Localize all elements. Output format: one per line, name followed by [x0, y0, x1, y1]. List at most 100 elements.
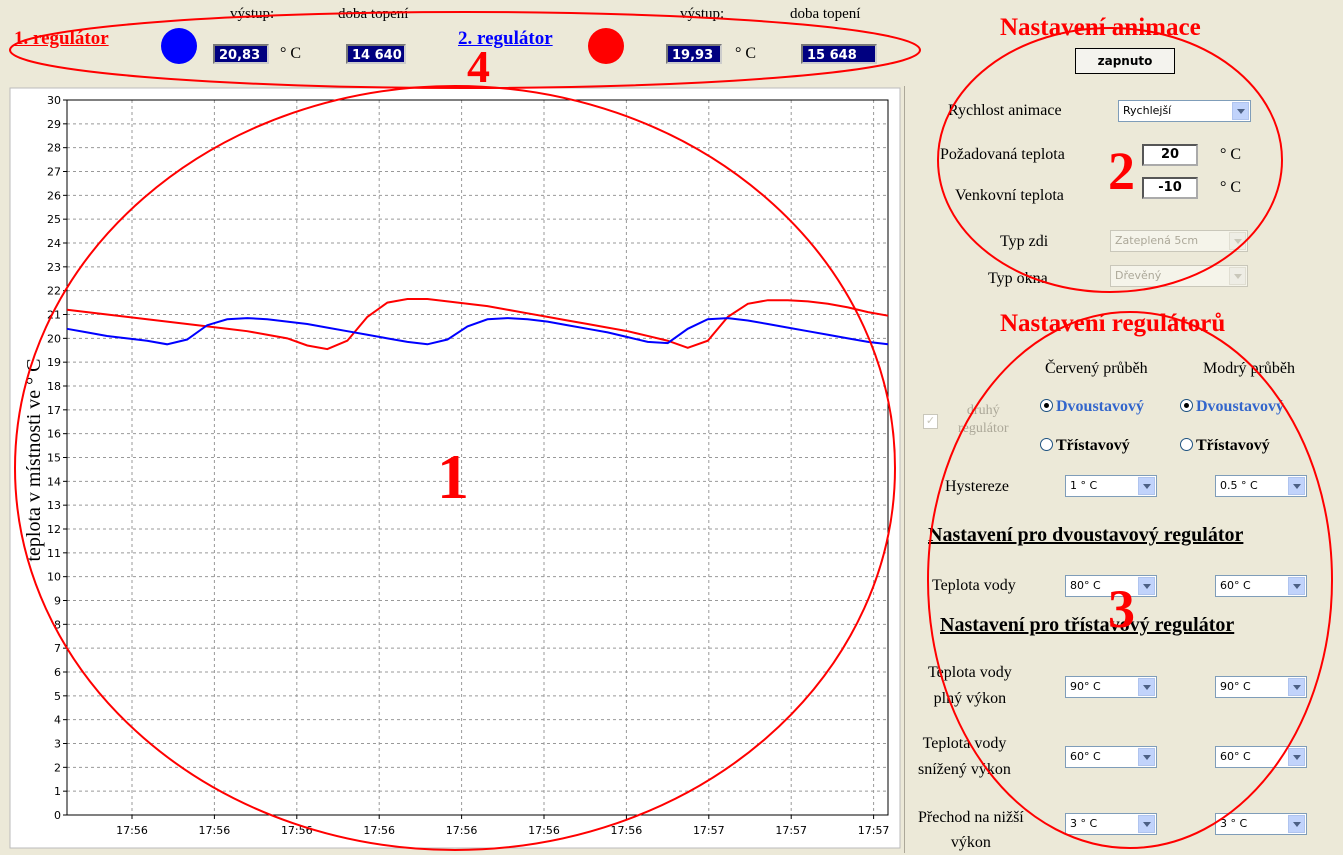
x-tick-label: 17:57 [858, 824, 890, 837]
y-tick-label: 19 [47, 356, 61, 369]
x-tick-label: 17:56 [199, 824, 231, 837]
y-tick-label: 14 [47, 475, 61, 488]
output-label: výstup: [230, 6, 275, 22]
y-tick-label: 26 [47, 189, 61, 202]
switch-red[interactable]: 3 ° C [1065, 813, 1157, 835]
y-tick-label: 17 [47, 404, 61, 417]
y-tick-label: 23 [47, 261, 61, 274]
reduced-blue[interactable]: 60° C [1215, 746, 1307, 768]
water-label: Teplota vody [932, 577, 1016, 594]
outside-input[interactable]: -10 [1142, 177, 1198, 199]
full-red[interactable]: 90° C [1065, 676, 1157, 698]
y-tick-label: 18 [47, 380, 61, 393]
reduced-red[interactable]: 60° C [1065, 746, 1157, 768]
red-mode-three[interactable]: Třístavový [1040, 437, 1130, 455]
unit: ° C [1220, 179, 1242, 196]
annotation-ellipse [9, 11, 921, 89]
wall-label: Typ zdi [1000, 233, 1049, 250]
select-value: 60° C [1070, 750, 1101, 763]
time-label: doba topení [338, 6, 409, 22]
select-value: 1 ° C [1070, 479, 1098, 492]
select-value: 0.5 ° C [1220, 479, 1258, 492]
regulator1-name: 1. regulátor [14, 28, 109, 49]
full-blue[interactable]: 90° C [1215, 676, 1307, 698]
y-tick-label: 25 [47, 213, 61, 226]
label-line: Teplota vody [928, 664, 1012, 681]
y-tick-label: 20 [47, 332, 61, 345]
annotation-number: 4 [467, 41, 490, 92]
y-tick-label: 6 [54, 666, 61, 679]
time-label: doba topení [790, 6, 861, 22]
two-state-title: Nastavení pro dvoustavový regulátor [928, 524, 1244, 546]
red-mode-two[interactable]: Dvoustavový [1040, 398, 1144, 416]
radio-label: Třístavový [1056, 437, 1130, 454]
outside-label: Venkovní teplota [955, 187, 1064, 204]
x-tick-label: 17:56 [528, 824, 560, 837]
label-line: Teplota vody [922, 735, 1007, 752]
label-line: výkon [950, 834, 991, 851]
y-tick-label: 24 [47, 237, 61, 250]
red-header: Červený průběh [1045, 360, 1148, 377]
y-tick-label: 2 [54, 761, 61, 774]
x-tick-label: 17:56 [611, 824, 643, 837]
time-value: 15 648 [801, 44, 877, 64]
unit: ° C [280, 45, 302, 62]
y-tick-label: 30 [47, 94, 61, 107]
reduced-label: Teplota vody snížený výkon [918, 731, 1011, 783]
y-tick-label: 9 [54, 595, 61, 608]
output-label: výstup: [680, 6, 725, 22]
target-label: Požadovaná teplota [940, 146, 1065, 163]
x-tick-label: 17:56 [116, 824, 148, 837]
window-select: Dřevěný [1110, 265, 1248, 287]
y-tick-label: 5 [54, 690, 61, 703]
second-label: druhý regulátor [958, 402, 1009, 438]
x-tick-label: 17:56 [281, 824, 313, 837]
select-value: 3 ° C [1220, 817, 1248, 830]
water-blue[interactable]: 60° C [1215, 575, 1307, 597]
regulator1-indicator [161, 28, 197, 64]
speed-label: Rychlost animace [948, 102, 1062, 119]
y-tick-label: 4 [54, 714, 61, 727]
radio-label: Třístavový [1196, 437, 1270, 454]
y-tick-label: 3 [54, 738, 61, 751]
animation-button[interactable]: zapnuto [1075, 48, 1175, 74]
time-value: 14 640 [346, 44, 406, 64]
label-line: plný výkon [933, 690, 1007, 707]
y-tick-label: 0 [54, 809, 61, 822]
y-tick-label: 21 [47, 309, 61, 322]
three-state-title: Nastavení pro třístavový regulátor [940, 614, 1235, 636]
hysteresis-red[interactable]: 1 ° C [1065, 475, 1157, 497]
speed-select[interactable]: Rychlejší [1118, 100, 1251, 122]
regulators-title: Nastavení regulátorů [1000, 310, 1226, 337]
radio-label: Dvoustavový [1196, 398, 1285, 415]
y-tick-label: 28 [47, 142, 61, 155]
wall-select: Zateplená 5cm [1110, 230, 1248, 252]
y-tick-label: 8 [54, 618, 61, 631]
switch-blue[interactable]: 3 ° C [1215, 813, 1307, 835]
hysteresis-blue[interactable]: 0.5 ° C [1215, 475, 1307, 497]
window-value: Dřevěný [1115, 269, 1162, 282]
hysteresis-label: Hystereze [945, 478, 1009, 495]
output-value: 19,93 [666, 44, 722, 64]
blue-mode-three[interactable]: Třístavový [1180, 437, 1270, 455]
blue-mode-two[interactable]: Dvoustavový [1180, 398, 1284, 416]
y-tick-label: 10 [47, 571, 61, 584]
y-tick-label: 12 [47, 523, 61, 536]
y-tick-label: 16 [47, 428, 61, 441]
blue-header: Modrý průběh [1203, 360, 1295, 377]
full-label: Teplota vody plný výkon [928, 660, 1012, 712]
regulator2-indicator [588, 28, 624, 64]
y-tick-label: 13 [47, 499, 61, 512]
x-tick-label: 17:57 [775, 824, 807, 837]
label-line: Přechod na nižší [918, 809, 1024, 826]
second-line: regulátor [958, 421, 1009, 436]
y-tick-label: 11 [47, 547, 61, 560]
y-tick-label: 1 [54, 785, 61, 798]
speed-value: Rychlejší [1123, 104, 1172, 117]
y-tick-label: 7 [54, 642, 61, 655]
y-tick-label: 22 [47, 285, 61, 298]
target-input[interactable]: 20 [1142, 144, 1198, 166]
annotation-number: 2 [1108, 141, 1135, 201]
annotation-number: 3 [1108, 579, 1135, 639]
